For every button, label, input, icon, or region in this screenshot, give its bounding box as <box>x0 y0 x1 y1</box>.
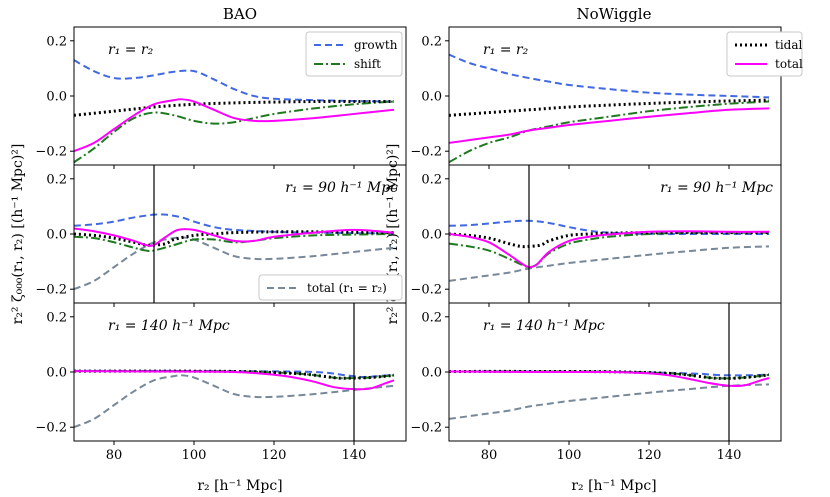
panel-bao-row1: −0.2 0.0 0.2 <box>35 26 407 169</box>
series-line-total-r1r2 <box>449 245 770 282</box>
series-line-total <box>74 98 395 153</box>
y-tick-label: −0.2 <box>410 421 442 436</box>
annotation-layer: r₁ = r₂ r₁ = 90 h⁻¹ Mpc r₁ = 140 h⁻¹ Mpc r₁… <box>108 42 773 334</box>
legend-label-total-r1r2: total (r₁ = r₂) <box>307 281 387 295</box>
y-tick-label: 0.2 <box>46 310 67 325</box>
legend-nowiggle-top: tidal total <box>726 31 803 77</box>
x-tick-label: 140 <box>717 448 742 463</box>
series-line-growth <box>74 213 395 235</box>
y-tick-label: 0.2 <box>421 310 442 325</box>
x-tick-label: 100 <box>182 448 207 463</box>
series-group-bao-row1 <box>74 59 395 164</box>
series-group-nowiggle-row2 <box>449 219 770 282</box>
y-tick-label: 0.0 <box>46 366 67 381</box>
legend-bao-middle: total (r₁ = r₂) <box>258 274 403 301</box>
row-annotation: r₁ = 90 h⁻¹ Mpc <box>660 180 773 196</box>
series-line-tidal <box>449 231 769 249</box>
series-line-total <box>449 370 770 388</box>
series-line-total <box>74 227 395 247</box>
legend-frame <box>305 31 403 77</box>
y-tick-label: −0.2 <box>35 421 67 436</box>
legend-label-tidal: tidal <box>775 38 802 52</box>
y-tick-label: 0.0 <box>421 90 442 105</box>
series-line-tidal <box>74 99 394 117</box>
x-tick-label: 100 <box>557 448 582 463</box>
series-group-nowiggle-row3 <box>449 369 770 420</box>
panel-nowiggle-row3: −0.2 0.0 0.2 80 100 120 140 <box>410 302 782 463</box>
series-line-growth <box>449 53 770 99</box>
x-axis-label-left: r₂ [h⁻¹ Mpc] <box>197 478 282 494</box>
row-annotation: r₁ = r₂ <box>483 42 529 58</box>
series-line-shift <box>74 100 395 164</box>
series-line-shift <box>449 231 769 269</box>
series-line-total <box>449 107 770 144</box>
row-annotation: r₁ = 90 h⁻¹ Mpc <box>285 180 398 196</box>
x-tick-label: 80 <box>481 448 498 463</box>
y-tick-label: −0.2 <box>35 283 67 298</box>
legend-label-total: total <box>775 57 803 71</box>
y-tick-label: 0.2 <box>46 172 67 187</box>
x-tick-label: 140 <box>342 448 367 463</box>
row-annotation: r₁ = r₂ <box>108 42 154 58</box>
row-annotation: r₁ = 140 h⁻¹ Mpc <box>483 318 605 334</box>
y-tick-label: 0.2 <box>46 34 67 49</box>
series-line-tidal <box>74 230 395 247</box>
y-tick-label: −0.2 <box>410 145 442 160</box>
series-line-total <box>449 230 770 269</box>
legend-bao-top: growth shift <box>305 31 403 77</box>
x-tick-label: 120 <box>262 448 287 463</box>
legend-frame <box>258 274 403 301</box>
series-line-tidal <box>449 98 770 117</box>
x-tick-label: 80 <box>106 448 123 463</box>
series-line-shift <box>449 100 770 164</box>
series-group-bao-row2 <box>74 213 395 291</box>
y-tick-label: 0.2 <box>421 172 442 187</box>
y-tick-label: 0.0 <box>46 228 67 243</box>
series-group-bao-row3 <box>74 369 395 429</box>
y-axis-label-left: r₂² ζ₀₀₀(r₁, r₂) [(h⁻¹ Mpc)²] <box>10 144 26 325</box>
panel-nowiggle-row1: −0.2 0.0 0.2 <box>410 26 782 169</box>
series-group-nowiggle-row1 <box>449 53 770 164</box>
column-title-nowiggle: NoWiggle <box>577 5 652 23</box>
legend-label-growth: growth <box>354 38 398 52</box>
y-tick-label: 0.0 <box>421 366 442 381</box>
panel-bao-row3: −0.2 0.0 0.2 80 100 120 140 <box>35 302 407 463</box>
y-tick-label: −0.2 <box>410 283 442 298</box>
series-line-growth <box>74 59 395 103</box>
series-line-shift <box>74 233 395 253</box>
row-annotation: r₁ = 140 h⁻¹ Mpc <box>108 318 230 334</box>
legend-layer: growth shift tidal total total (r₁ = r₂) <box>258 31 803 301</box>
series-line-total-r1r2 <box>74 374 395 429</box>
y-tick-label: 0.2 <box>421 34 442 49</box>
x-axis-label-right: r₂ [h⁻¹ Mpc] <box>571 478 656 494</box>
panel-bao-row2: −0.2 0.0 0.2 <box>35 164 407 307</box>
y-tick-label: 0.0 <box>421 228 442 243</box>
y-tick-label: −0.2 <box>35 145 67 160</box>
panel-nowiggle-row2: −0.2 0.0 0.2 <box>410 164 782 307</box>
x-tick-label: 120 <box>637 448 662 463</box>
y-tick-label: 0.0 <box>46 90 67 105</box>
legend-label-shift: shift <box>354 57 381 71</box>
plot-layer: −0.2 0.0 0.2 −0.2 0.0 0.2 −0.2 0.0 0.2 80 100 120 14… <box>35 26 782 463</box>
column-title-bao: BAO <box>223 5 257 23</box>
series-line-total-r1r2 <box>449 383 770 420</box>
series-line-total <box>74 370 395 391</box>
